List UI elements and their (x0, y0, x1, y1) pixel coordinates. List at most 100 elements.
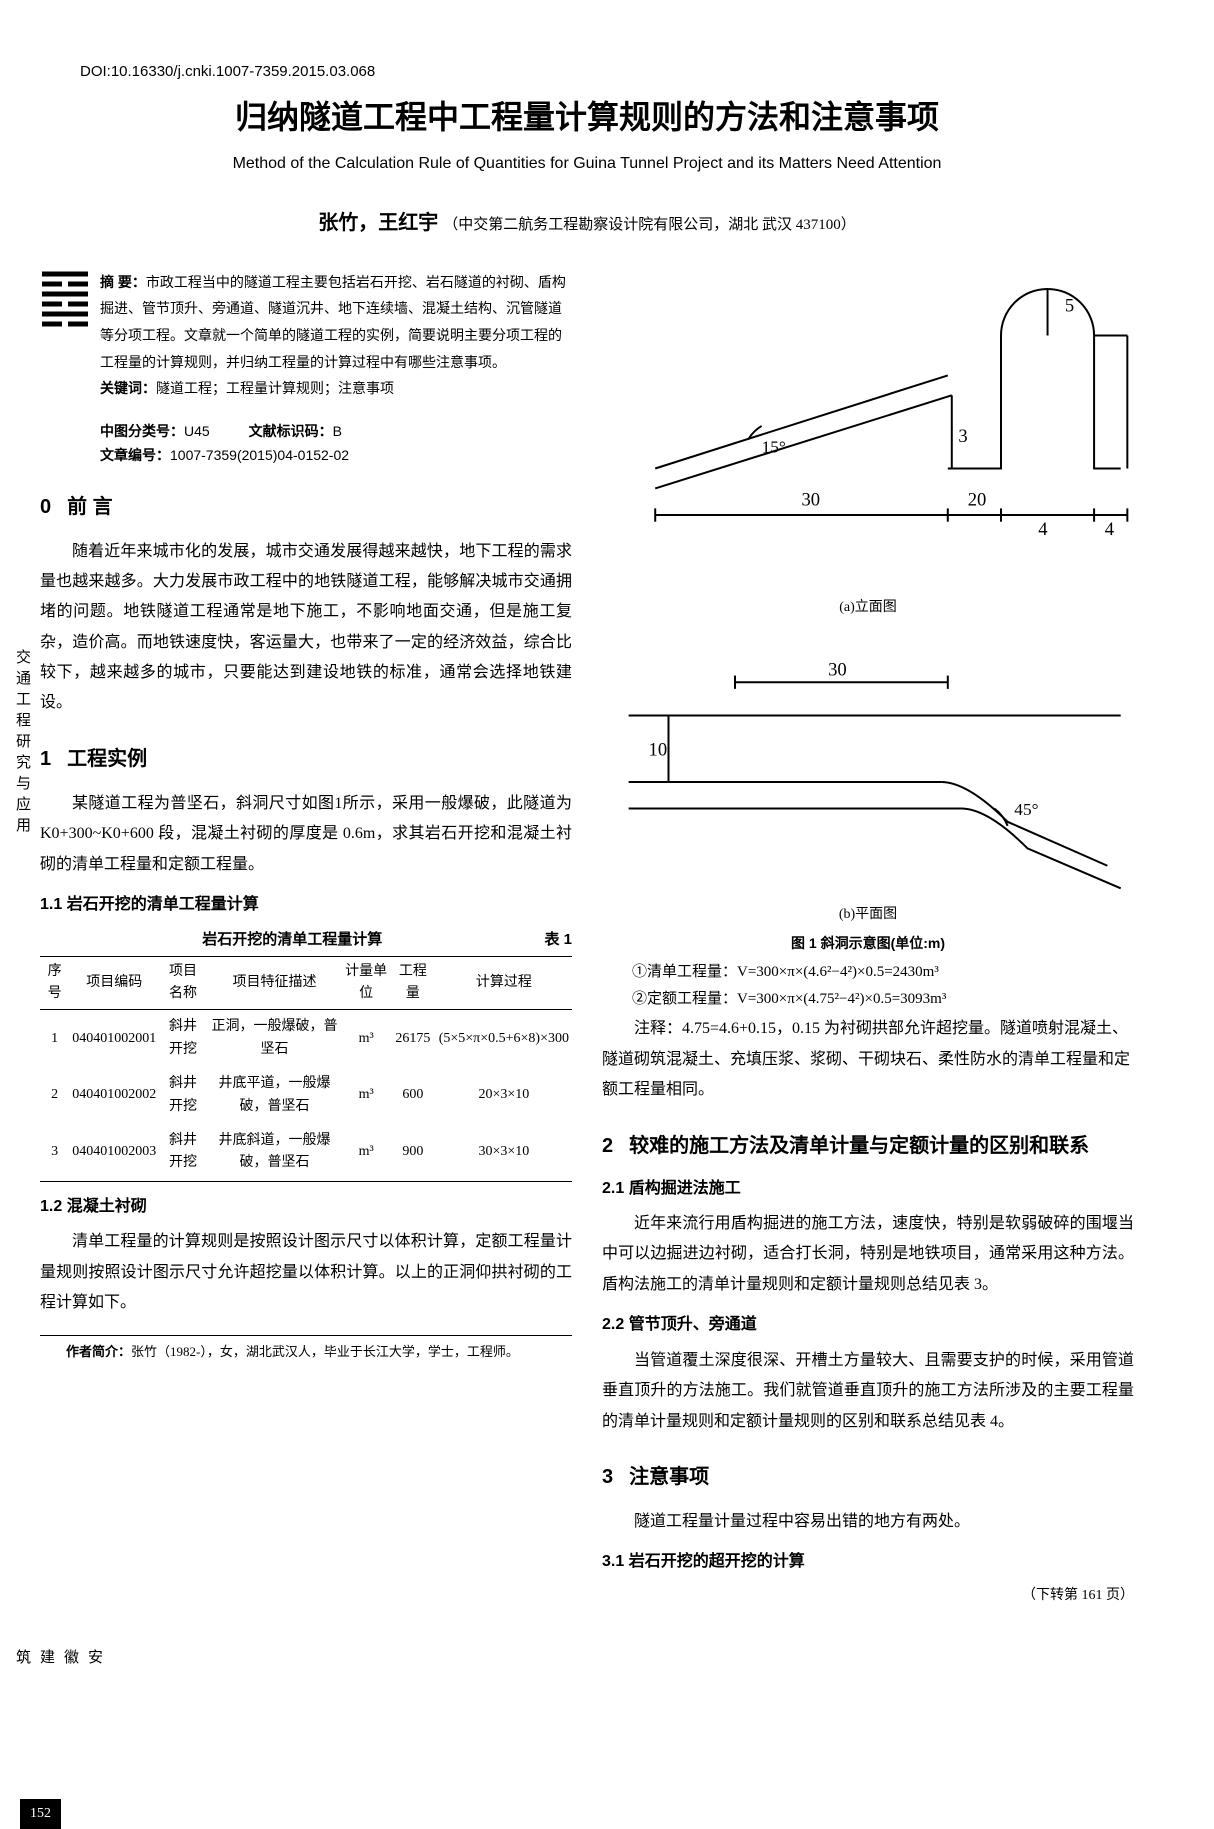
subsection-3-1-heading: 3.1 岩石开挖的超开挖的计算 (602, 1549, 1134, 1575)
figure-1b-label: (b)平面图 (602, 904, 1134, 926)
table-cell: 30×3×10 (436, 1124, 572, 1181)
section-3-title: 注意事项 (629, 1466, 709, 1488)
section-1-num: 1 (40, 748, 51, 770)
figure-1-caption: 图 1 斜洞示意图(单位:m) (602, 932, 1134, 954)
dim-20: 20 (968, 490, 987, 511)
dim-b30: 30 (828, 660, 847, 681)
table-1-title: 岩石开挖的清单工程量计算 (202, 931, 382, 948)
articleid-label: 文章编号： (100, 447, 170, 463)
clc-label: 中图分类号： (100, 423, 184, 439)
keywords-text: 隧道工程；工程量计算规则；注意事项 (156, 380, 394, 396)
table-1-number: 表 1 (544, 928, 572, 952)
th-unit: 计量单位 (342, 956, 390, 1010)
table-row: 2040401002002斜井开挖井底平道，一般爆破，普坚石m³60020×3×… (40, 1067, 572, 1124)
title-english: Method of the Calculation Rule of Quanti… (40, 151, 1134, 177)
author-affiliation: （中交第二航务工程勘察设计院有限公司，湖北 武汉 437100） (443, 217, 856, 233)
author-line: 张竹，王红宇 （中交第二航务工程勘察设计院有限公司，湖北 武汉 437100） (40, 207, 1134, 239)
table-cell: 900 (390, 1124, 436, 1181)
table-cell: 040401002003 (69, 1124, 159, 1181)
section-3-heading: 3 注意事项 (602, 1461, 1134, 1493)
section-2-num: 2 (602, 1135, 613, 1157)
section-0-num: 0 (40, 496, 51, 518)
th-name: 项目名称 (159, 956, 207, 1010)
page-number: 152 (20, 1799, 61, 1829)
sidebar-label-journal: 安徽建筑 (10, 1649, 106, 1670)
subsection-2-2-heading: 2.2 管节顶升、旁通道 (602, 1312, 1134, 1338)
dim-15deg: 15° (762, 437, 786, 456)
table-cell: 正洞，一般爆破，普坚石 (207, 1010, 342, 1067)
dim-6: 6 (1129, 382, 1134, 391)
dim-5: 5 (1065, 295, 1074, 316)
table-cell: 3 (40, 1124, 69, 1181)
table-cell: 井底斜道，一般爆破，普坚石 (207, 1124, 342, 1181)
continuation-note: （下转第 161 页） (602, 1585, 1134, 1607)
subsection-1-1-heading: 1.1 岩石开挖的清单工程量计算 (40, 892, 572, 918)
author-bio-text: 张竹（1982-），女，湖北武汉人，毕业于长江大学，学士，工程师。 (131, 1344, 519, 1359)
doi-line: DOI:10.16330/j.cnki.1007-7359.2015.03.06… (80, 60, 1134, 84)
subsection-2-1-paragraph: 近年来流行用盾构掘进的施工方法，速度快，特别是软弱破碎的围堰当中可以边掘进边衬砌… (602, 1209, 1134, 1300)
formula-1: ①清单工程量：V=300×π×(4.6²−4²)×0.5=2430m³ (602, 960, 1134, 984)
table-row: 3040401002003斜井开挖井底斜道，一般爆破，普坚石m³90030×3×… (40, 1124, 572, 1181)
section-3-num: 3 (602, 1466, 613, 1488)
abstract-label: 摘 要： (100, 274, 146, 290)
section-0-title: 前 言 (67, 496, 113, 518)
table-cell: 斜井开挖 (159, 1067, 207, 1124)
subsection-2-2-paragraph: 当管道覆土深度很深、开槽土方量较大、且需要支护的时候，采用管道垂直顶升的方法施工… (602, 1346, 1134, 1437)
table-cell: m³ (342, 1010, 390, 1067)
abstract-text: 市政工程当中的隧道工程主要包括岩石开挖、岩石隧道的衬砌、盾构掘进、管节顶升、旁通… (100, 274, 566, 370)
dim-b10: 10 (649, 739, 668, 760)
table-cell: (5×5×π×0.5+6×8)×300 (436, 1010, 572, 1067)
abstract-block: 摘 要：市政工程当中的隧道工程主要包括岩石开挖、岩石隧道的衬砌、盾构掘进、管节顶… (40, 269, 572, 402)
section-1-title: 工程实例 (67, 748, 147, 770)
author-bio: 作者简介：张竹（1982-），女，湖北武汉人，毕业于长江大学，学士，工程师。 (40, 1335, 572, 1363)
author-bio-label: 作者简介： (66, 1344, 131, 1359)
table-cell: 1 (40, 1010, 69, 1067)
section-1-heading: 1 工程实例 (40, 743, 572, 775)
figure-1-elevation: 30 20 4 4 15° 3 5 6 (602, 269, 1134, 588)
subsection-1-2-heading: 1.2 混凝土衬砌 (40, 1194, 572, 1220)
formula-2: ②定额工程量：V=300×π×(4.75²−4²)×0.5=3093m³ (602, 987, 1134, 1011)
section-3-paragraph: 隧道工程量计量过程中容易出错的地方有两处。 (602, 1507, 1134, 1537)
section-2-heading: 2 较难的施工方法及清单计量与定额计量的区别和联系 (602, 1130, 1134, 1162)
article-id-line: 文章编号：1007-7359(2015)04-0152-02 (100, 444, 572, 466)
hexagram-icon (40, 269, 90, 329)
keywords-label: 关键词： (100, 380, 156, 396)
table-cell: m³ (342, 1067, 390, 1124)
articleid-value: 1007-7359(2015)04-0152-02 (170, 447, 349, 463)
table-cell: 20×3×10 (436, 1067, 572, 1124)
section-1-paragraph: 某隧道工程为普坚石，斜洞尺寸如图1所示，采用一般爆破，此隧道为 K0+300~K… (40, 789, 572, 880)
clc-value: U45 (184, 423, 210, 439)
doccode-value: B (333, 423, 342, 439)
table-cell: 600 (390, 1067, 436, 1124)
th-code: 项目编码 (69, 956, 159, 1010)
table-1: 序号 项目编码 项目名称 项目特征描述 计量单位 工程量 计算过程 104040… (40, 956, 572, 1182)
table-cell: m³ (342, 1124, 390, 1181)
dim-4b: 4 (1105, 519, 1115, 540)
clc-line: 中图分类号：U45 文献标识码：B (100, 420, 572, 442)
th-desc: 项目特征描述 (207, 956, 342, 1010)
table-cell: 井底平道，一般爆破，普坚石 (207, 1067, 342, 1124)
table-cell: 斜井开挖 (159, 1124, 207, 1181)
table-row: 1040401002001斜井开挖正洞，一般爆破，普坚石m³26175(5×5×… (40, 1010, 572, 1067)
dim-3: 3 (958, 426, 967, 447)
subsection-1-2-paragraph: 清单工程量的计算规则是按照设计图示尺寸以体积计算，定额工程量计量规则按照设计图示… (40, 1227, 572, 1318)
title-chinese: 归纳隧道工程中工程量计算规则的方法和注意事项 (40, 92, 1134, 143)
author-names: 张竹，王红宇 (318, 212, 438, 234)
table-cell: 斜井开挖 (159, 1010, 207, 1067)
dim-b45: 45° (1014, 800, 1038, 819)
subsection-2-1-heading: 2.1 盾构掘进法施工 (602, 1176, 1134, 1202)
formula-note: 注释：4.75=4.6+0.15，0.15 为衬砌拱部允许超挖量。隧道喷射混凝土… (602, 1014, 1134, 1105)
dim-4a: 4 (1038, 519, 1048, 540)
sidebar-label-category: 交通工程研究与应用 (10, 649, 34, 838)
th-calc: 计算过程 (436, 956, 572, 1010)
section-0-paragraph: 随着近年来城市化的发展，城市交通发展得越来越快，地下工程的需求量也越来越多。大力… (40, 537, 572, 719)
dim-30: 30 (802, 490, 821, 511)
th-qty: 工程量 (390, 956, 436, 1010)
section-2-title: 较难的施工方法及清单计量与定额计量的区别和联系 (629, 1135, 1089, 1157)
table-cell: 040401002001 (69, 1010, 159, 1067)
table-cell: 26175 (390, 1010, 436, 1067)
section-0-heading: 0 前 言 (40, 491, 572, 523)
table-header-row: 序号 项目编码 项目名称 项目特征描述 计量单位 工程量 计算过程 (40, 956, 572, 1010)
table-cell: 2 (40, 1067, 69, 1124)
figure-1a-label: (a)立面图 (602, 597, 1134, 619)
